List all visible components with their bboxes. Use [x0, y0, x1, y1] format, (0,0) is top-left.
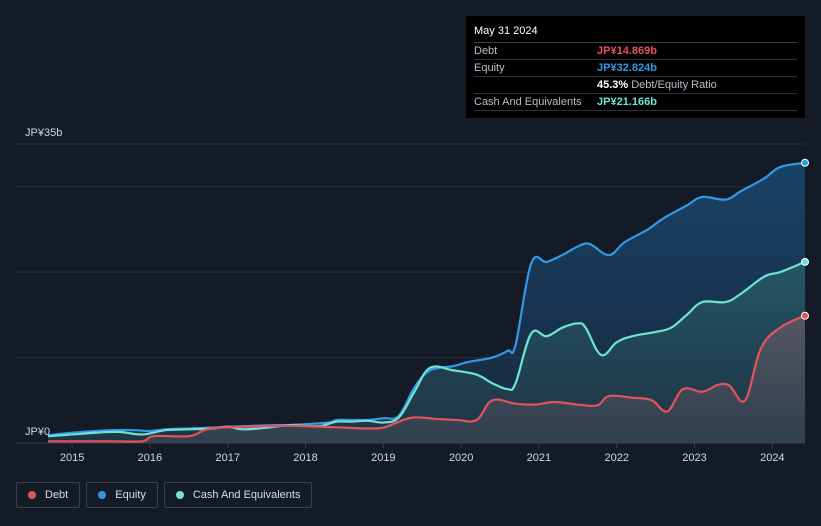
- y-axis-zero-label: JP¥0: [25, 426, 50, 438]
- debt-line: [48, 314, 806, 443]
- tooltip-row-debt: Debt JP¥14.869b: [474, 43, 797, 60]
- x-axis-ticks: 2015 2016 2017 2018 2019 2020 2021 2022 2023 2024: [60, 443, 785, 464]
- debt-area: [48, 315, 805, 443]
- legend-item-debt[interactable]: Debt: [16, 482, 81, 508]
- tooltip-panel: May 31 2024 Debt JP¥14.869b Equity JP¥32…: [466, 16, 805, 118]
- tooltip-row-ratio: 45.3% Debt/Equity Ratio: [474, 77, 797, 94]
- x-tick-label: 2021: [527, 452, 551, 464]
- x-tick-label: 2024: [760, 452, 784, 464]
- legend-label: Debt: [45, 489, 69, 501]
- legend-label: Cash And Equivalents: [192, 489, 301, 501]
- legend-label: Equity: [115, 489, 146, 501]
- y-axis-top-label: JP¥35b: [25, 127, 62, 139]
- tooltip-label: Cash And Equivalents: [474, 96, 582, 108]
- legend-item-equity[interactable]: Equity: [86, 482, 158, 508]
- x-tick-label: 2019: [371, 452, 395, 464]
- tooltip-row-equity: Equity JP¥32.824b: [474, 60, 797, 77]
- x-tick-label: 2018: [293, 452, 317, 464]
- tooltip-ratio-suffix: Debt/Equity Ratio: [631, 79, 717, 91]
- x-tick-label: 2023: [682, 452, 706, 464]
- x-tick-label: 2017: [215, 452, 239, 464]
- tooltip-date: May 31 2024: [474, 24, 797, 43]
- series-areas: [48, 162, 805, 443]
- legend: Debt Equity Cash And Equivalents: [16, 482, 313, 508]
- cash-and-equivalents-end-marker: [801, 257, 809, 266]
- tooltip-row-cash: Cash And Equivalents JP¥21.166b: [474, 94, 797, 111]
- equity-end-marker: [801, 158, 809, 167]
- debt-dot-icon: [28, 491, 36, 499]
- x-tick-label: 2015: [60, 452, 84, 464]
- x-tick-label: 2020: [449, 452, 473, 464]
- equity-dot-icon: [98, 491, 107, 499]
- tooltip-value: JP¥32.824b: [597, 62, 657, 74]
- tooltip-value: JP¥14.869b: [597, 45, 657, 57]
- series-lines: [47, 161, 806, 443]
- x-tick-label: 2022: [604, 452, 628, 464]
- series-end-markers: [801, 158, 809, 320]
- legend-item-cash[interactable]: Cash And Equivalents: [163, 482, 313, 508]
- tooltip-value: 45.3%: [597, 79, 629, 91]
- x-tick-label: 2016: [138, 452, 162, 464]
- tooltip-label: Equity: [474, 62, 505, 74]
- tooltip-label: Debt: [474, 45, 498, 57]
- cash-dot-icon: [175, 491, 184, 499]
- debt-end-marker: [801, 311, 809, 320]
- tooltip-value: JP¥21.166b: [597, 96, 657, 108]
